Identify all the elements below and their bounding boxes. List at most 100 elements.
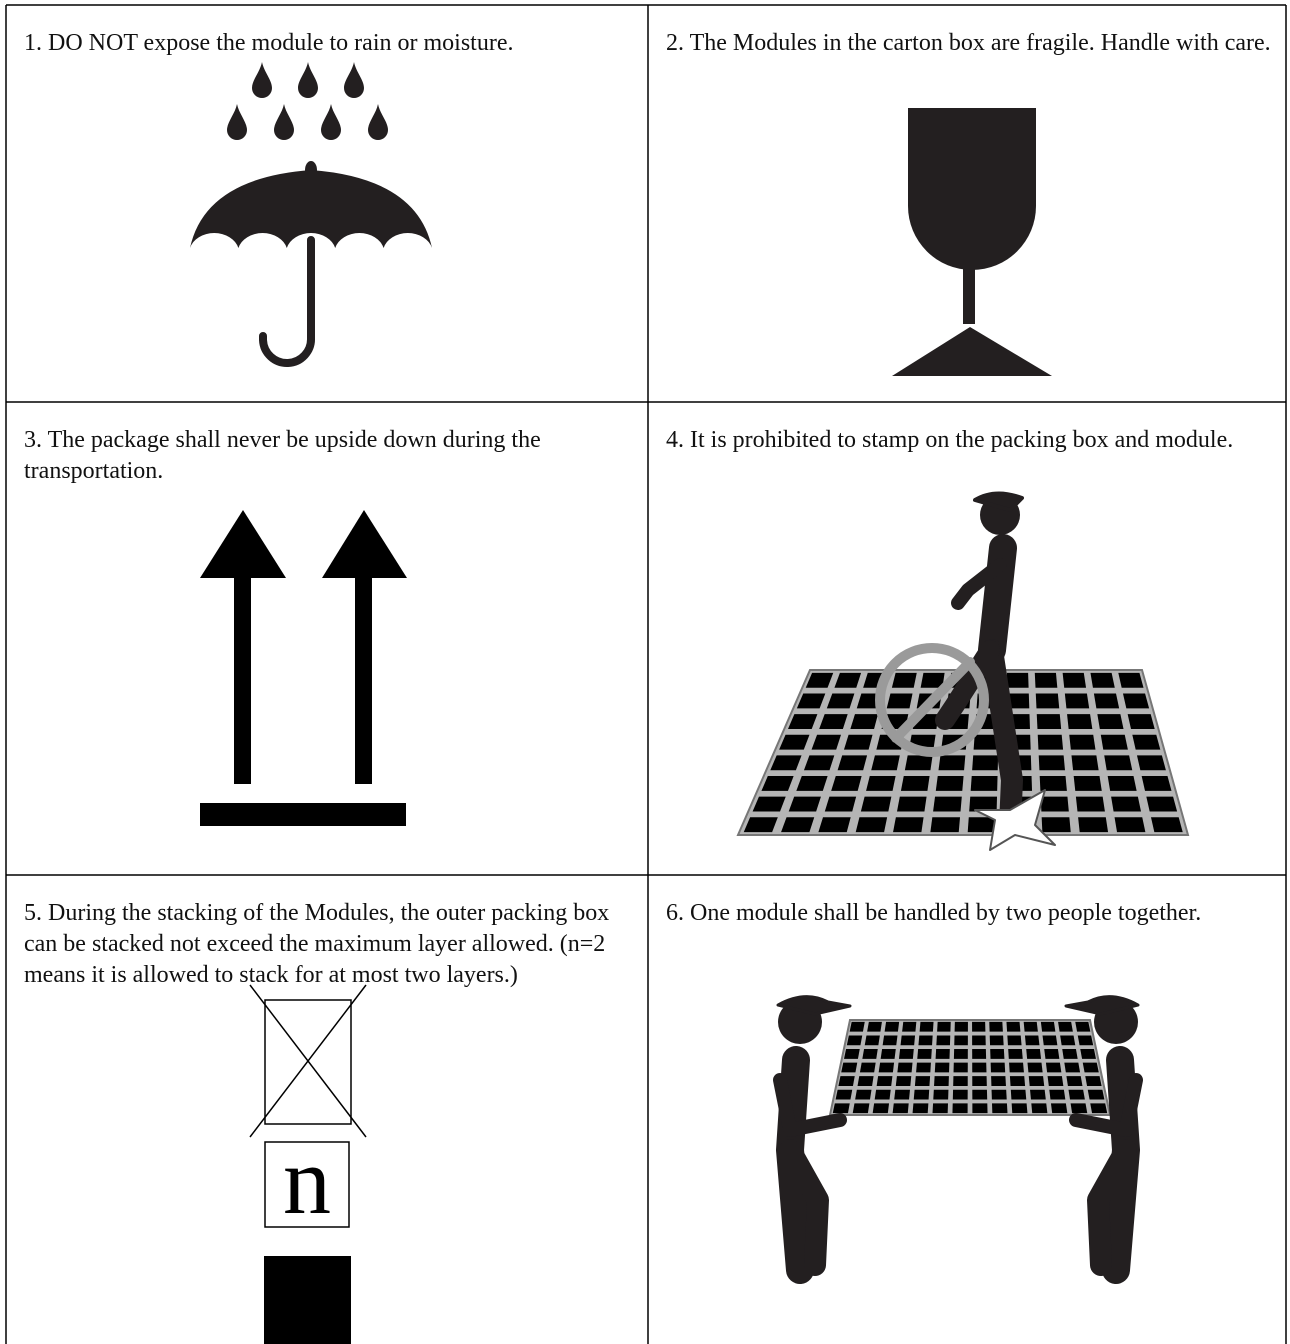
umbrella-icon xyxy=(190,62,432,363)
panel-cell xyxy=(1080,1049,1096,1059)
panel-cell xyxy=(1037,714,1061,729)
panel-cell xyxy=(892,673,917,688)
panel-cell xyxy=(1083,1063,1099,1073)
panel-cell xyxy=(796,776,827,791)
panel-cell xyxy=(853,1103,870,1113)
cell-text: 4. It is prohibited to stamp on the pack… xyxy=(666,425,1278,456)
panel-cell xyxy=(1060,1035,1075,1045)
panel-cell xyxy=(971,776,998,791)
panel-cell xyxy=(935,1063,950,1073)
panel-cell xyxy=(1108,776,1137,791)
panel-cell xyxy=(1009,1063,1024,1073)
panel-cell xyxy=(1071,1103,1088,1113)
panel-cell xyxy=(893,817,924,832)
panel-cell xyxy=(936,1049,950,1059)
panel-cell xyxy=(1062,1049,1077,1059)
panel-cell xyxy=(972,1049,986,1059)
panel-cell xyxy=(990,1049,1004,1059)
panel-cell xyxy=(913,1103,929,1113)
panel-cell xyxy=(1142,776,1172,791)
panel-cell xyxy=(954,1063,968,1073)
panel-cell xyxy=(1026,1049,1041,1059)
panel-cell xyxy=(972,1063,986,1073)
panel-cell xyxy=(901,1035,916,1045)
panel-cell xyxy=(871,755,900,770)
panel-cell xyxy=(1029,1076,1044,1086)
panel-cell xyxy=(866,776,896,791)
panel-cell xyxy=(1111,797,1141,812)
panel-cell xyxy=(1069,735,1095,750)
panel-cell xyxy=(1012,1103,1028,1113)
panel-cell xyxy=(1043,1035,1058,1045)
panel-cell xyxy=(992,1103,1007,1113)
panel-cell xyxy=(1090,673,1114,688)
panel-cell xyxy=(1074,776,1102,791)
panel-cell xyxy=(1097,714,1123,729)
panel-cell xyxy=(952,1103,967,1113)
panel-cell xyxy=(1132,735,1160,750)
panel-cell xyxy=(930,817,960,832)
panel-cell xyxy=(879,1063,894,1073)
panel-cell xyxy=(847,1035,862,1045)
panel-cell xyxy=(1115,817,1146,832)
panel-cell xyxy=(860,1063,876,1073)
panel-cell xyxy=(818,817,850,832)
panel-cell xyxy=(873,1103,889,1113)
panel-cell xyxy=(897,1063,912,1073)
panel-cell xyxy=(920,1022,934,1032)
panel-cell xyxy=(1041,1022,1056,1032)
panel-cell xyxy=(1065,694,1089,709)
panel-cell xyxy=(972,1035,986,1045)
panel-cell xyxy=(972,1076,987,1086)
panel-cell xyxy=(881,1049,896,1059)
panel-cell xyxy=(865,1035,880,1045)
layer-label: n xyxy=(283,1127,331,1234)
panel-cell xyxy=(955,1022,968,1032)
panel-cell xyxy=(1035,673,1058,688)
panel-cell xyxy=(934,1076,949,1086)
panel-cell xyxy=(1011,1090,1026,1100)
panel-cell xyxy=(1025,1035,1040,1045)
panel-cell xyxy=(855,1090,871,1100)
panel-cell xyxy=(914,1090,929,1100)
panel-cell xyxy=(990,1035,1004,1045)
panel-cell xyxy=(875,1090,891,1100)
panel-cell xyxy=(883,1035,898,1045)
panel-cell xyxy=(844,1049,860,1059)
panel-cell xyxy=(861,797,891,812)
panel-cell xyxy=(938,755,965,770)
panel-cell xyxy=(1027,1063,1042,1073)
panel-cell xyxy=(915,1076,930,1086)
panel-cell xyxy=(831,776,861,791)
panel-cell xyxy=(1041,797,1069,812)
panel-cell xyxy=(1090,1103,1107,1113)
panel-cell xyxy=(992,1090,1007,1100)
panel-cell xyxy=(972,1090,987,1100)
panel-cell xyxy=(1024,1022,1038,1032)
panel-cell xyxy=(1008,1049,1023,1059)
panel-cell xyxy=(862,1049,877,1059)
panel-cell xyxy=(1040,776,1067,791)
panel-cell xyxy=(1123,694,1149,709)
panel-cell xyxy=(1031,1103,1047,1113)
panel-cell xyxy=(838,755,867,770)
panel-cell xyxy=(1007,1035,1021,1045)
panel-cell xyxy=(887,694,913,709)
panel-cell xyxy=(858,1076,874,1086)
panel-cell xyxy=(954,1035,968,1045)
panel-cell xyxy=(1048,1076,1064,1086)
panel-cell xyxy=(894,1090,910,1100)
panel-cell xyxy=(954,1049,968,1059)
panel-cell xyxy=(844,735,873,750)
cell-text: 1. DO NOT expose the module to rain or m… xyxy=(24,28,636,59)
panel-cell xyxy=(1071,755,1098,770)
cell-text: 6. One module shall be handled by two pe… xyxy=(666,898,1286,929)
panel-cell xyxy=(989,1022,1003,1032)
panel-cell xyxy=(1088,1090,1105,1100)
panel-cell xyxy=(850,1022,865,1032)
panel-cell xyxy=(972,1103,987,1113)
panel-cell xyxy=(899,1049,914,1059)
panel-cell xyxy=(1046,1063,1061,1073)
panel-cell xyxy=(936,776,964,791)
panel-cell xyxy=(991,1063,1006,1073)
